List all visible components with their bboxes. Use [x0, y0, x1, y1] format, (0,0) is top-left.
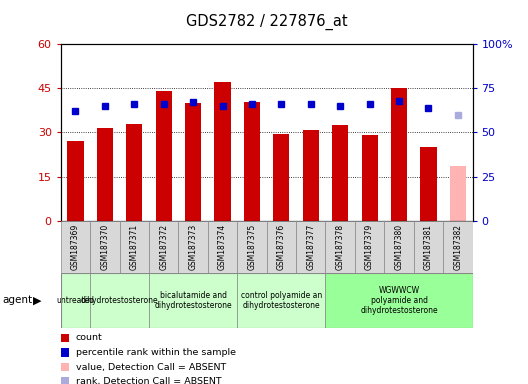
Bar	[443, 221, 473, 273]
Bar	[149, 221, 178, 273]
Text: count: count	[76, 333, 102, 343]
Text: GSM187379: GSM187379	[365, 223, 374, 270]
Text: GSM187378: GSM187378	[336, 223, 345, 270]
Text: GSM187382: GSM187382	[454, 224, 463, 270]
Text: GSM187376: GSM187376	[277, 223, 286, 270]
Text: control polyamide an
dihydrotestosterone: control polyamide an dihydrotestosterone	[241, 291, 322, 310]
Text: GSM187370: GSM187370	[100, 223, 109, 270]
Text: GSM187377: GSM187377	[306, 223, 315, 270]
Bar	[303, 129, 319, 221]
Bar	[237, 273, 325, 328]
Bar	[362, 136, 378, 221]
Text: GDS2782 / 227876_at: GDS2782 / 227876_at	[186, 13, 347, 30]
Bar	[119, 221, 149, 273]
Text: bicalutamide and
dihydrotestosterone: bicalutamide and dihydrotestosterone	[154, 291, 232, 310]
Bar	[325, 273, 473, 328]
Bar	[391, 88, 407, 221]
Bar	[208, 221, 237, 273]
Bar	[61, 273, 90, 328]
Bar	[332, 125, 348, 221]
Bar	[126, 124, 143, 221]
Text: GSM187371: GSM187371	[130, 223, 139, 270]
Bar	[97, 128, 113, 221]
Bar	[237, 221, 267, 273]
Text: GSM187373: GSM187373	[188, 223, 197, 270]
Text: GSM187380: GSM187380	[394, 223, 403, 270]
Bar	[384, 221, 414, 273]
Bar	[90, 221, 119, 273]
Bar	[355, 221, 384, 273]
Bar	[244, 101, 260, 221]
Bar	[274, 134, 289, 221]
Bar	[90, 273, 149, 328]
Text: untreated: untreated	[56, 296, 95, 305]
Text: GSM187374: GSM187374	[218, 223, 227, 270]
Bar	[414, 221, 443, 273]
Text: GSM187369: GSM187369	[71, 223, 80, 270]
Text: agent: agent	[3, 295, 33, 306]
Bar	[156, 91, 172, 221]
Text: GSM187375: GSM187375	[248, 223, 257, 270]
Bar	[185, 103, 201, 221]
Bar	[267, 221, 296, 273]
Text: percentile rank within the sample: percentile rank within the sample	[76, 348, 235, 357]
Text: GSM187381: GSM187381	[424, 224, 433, 270]
Text: ▶: ▶	[33, 295, 41, 306]
Bar	[420, 147, 437, 221]
Bar	[178, 221, 208, 273]
Text: value, Detection Call = ABSENT: value, Detection Call = ABSENT	[76, 362, 226, 372]
Text: GSM187372: GSM187372	[159, 223, 168, 270]
Text: dihydrotestosterone: dihydrotestosterone	[81, 296, 158, 305]
Bar	[61, 221, 90, 273]
Text: rank, Detection Call = ABSENT: rank, Detection Call = ABSENT	[76, 377, 221, 384]
Bar	[296, 221, 325, 273]
Bar	[149, 273, 237, 328]
Bar	[68, 141, 83, 221]
Bar	[214, 83, 231, 221]
Bar	[450, 166, 466, 221]
Text: WGWWCW
polyamide and
dihydrotestosterone: WGWWCW polyamide and dihydrotestosterone	[360, 286, 438, 315]
Bar	[325, 221, 355, 273]
